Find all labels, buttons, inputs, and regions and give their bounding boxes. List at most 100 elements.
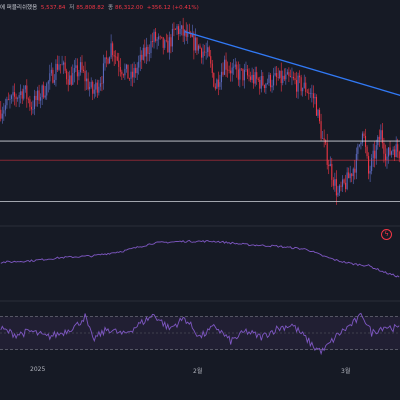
candle-body: [182, 25, 184, 36]
candle-body: [383, 143, 385, 154]
candle-body: [127, 64, 129, 79]
candle-body: [179, 28, 181, 35]
candle-body: [263, 84, 265, 89]
candle-body: [200, 48, 203, 58]
candle-body: [95, 82, 97, 90]
candle-body: [246, 69, 249, 76]
candle-body: [242, 68, 244, 81]
candle-body: [165, 40, 167, 41]
candle-body: [58, 64, 60, 70]
candle-body: [345, 182, 347, 190]
candle-body: [374, 150, 376, 159]
candle-body: [167, 40, 169, 53]
candle-body: [340, 185, 342, 187]
candle-body: [285, 74, 287, 80]
candle-body: [139, 54, 141, 62]
candle-body: [230, 70, 232, 74]
candle-body: [32, 109, 34, 110]
candle-body: [297, 75, 299, 92]
candle-body: [236, 64, 238, 70]
candle-body: [314, 96, 316, 99]
candle-body: [381, 130, 383, 144]
candle-body: [24, 85, 26, 90]
candle-body: [392, 149, 394, 152]
candle-body: [292, 76, 295, 79]
candle-body: [273, 75, 275, 86]
candle-body: [193, 33, 195, 51]
candle-body: [253, 74, 255, 84]
candle-body: [185, 30, 187, 37]
x-axis-label-2025: 2025: [30, 366, 46, 373]
candle-body: [6, 99, 8, 106]
candle-body: [306, 91, 308, 93]
candle-body: [384, 153, 386, 161]
candle-body: [250, 76, 252, 80]
candle-body: [328, 164, 330, 167]
candle-body: [228, 70, 230, 71]
candle-body: [73, 68, 75, 73]
candle-body: [46, 83, 48, 96]
candle-body: [210, 56, 212, 64]
candle-body: [174, 29, 177, 30]
candle-body: [322, 138, 324, 139]
candle-body: [389, 147, 391, 155]
candle-body: [4, 105, 6, 111]
indicator-pane: [0, 239, 400, 278]
indicator-line: [0, 239, 400, 278]
candle-body: [237, 69, 239, 80]
candle-body: [262, 75, 264, 85]
open-value: 5,537.84: [40, 5, 66, 11]
trendline[interactable]: [184, 30, 400, 100]
candle-body: [371, 157, 373, 171]
candle-body: [369, 170, 371, 174]
candle-body: [394, 149, 396, 157]
candle-body: [136, 67, 138, 74]
candle-body: [101, 83, 103, 84]
candle-body: [378, 136, 380, 140]
candle-body: [81, 62, 83, 70]
candle-body: [291, 76, 293, 78]
candle-body: [171, 28, 173, 47]
candle-body: [358, 144, 360, 147]
candle-body: [64, 62, 66, 71]
candle-body: [161, 36, 163, 38]
candle-body: [184, 30, 186, 36]
candle-body: [355, 153, 357, 173]
candle-body: [308, 92, 310, 94]
candle-body: [260, 75, 262, 89]
candle-body: [259, 79, 261, 89]
candle-body: [279, 70, 281, 78]
candle-body: [21, 91, 23, 99]
candle-body: [7, 99, 9, 100]
candle-body: [133, 68, 135, 78]
candle-body: [239, 68, 241, 80]
candle-body: [312, 93, 314, 99]
lightning-alert-icon[interactable]: ϟ: [381, 229, 392, 240]
candle-body: [110, 43, 112, 58]
candle-body: [15, 96, 17, 99]
candle-body: [277, 77, 279, 78]
candle-body: [315, 96, 318, 116]
candle-body: [37, 90, 39, 100]
candle-body: [44, 95, 46, 98]
candle-body: [162, 37, 164, 48]
candle-body: [70, 75, 72, 85]
candle-body: [348, 172, 350, 179]
candle-body: [352, 168, 354, 177]
candle-body: [33, 95, 36, 110]
candle-body: [219, 82, 221, 87]
candle-body: [128, 78, 131, 80]
candle-body: [66, 70, 68, 80]
candle-body: [387, 147, 390, 157]
candle-body: [398, 151, 400, 159]
candle-body: [35, 95, 37, 100]
candle-body: [115, 56, 117, 58]
candle-body: [391, 151, 393, 155]
low-label: 저: [69, 5, 75, 11]
candle-body: [141, 54, 143, 60]
candle-body: [18, 95, 20, 99]
candle-body: [274, 73, 276, 76]
candle-body: [243, 69, 245, 81]
candle-body: [82, 69, 85, 71]
